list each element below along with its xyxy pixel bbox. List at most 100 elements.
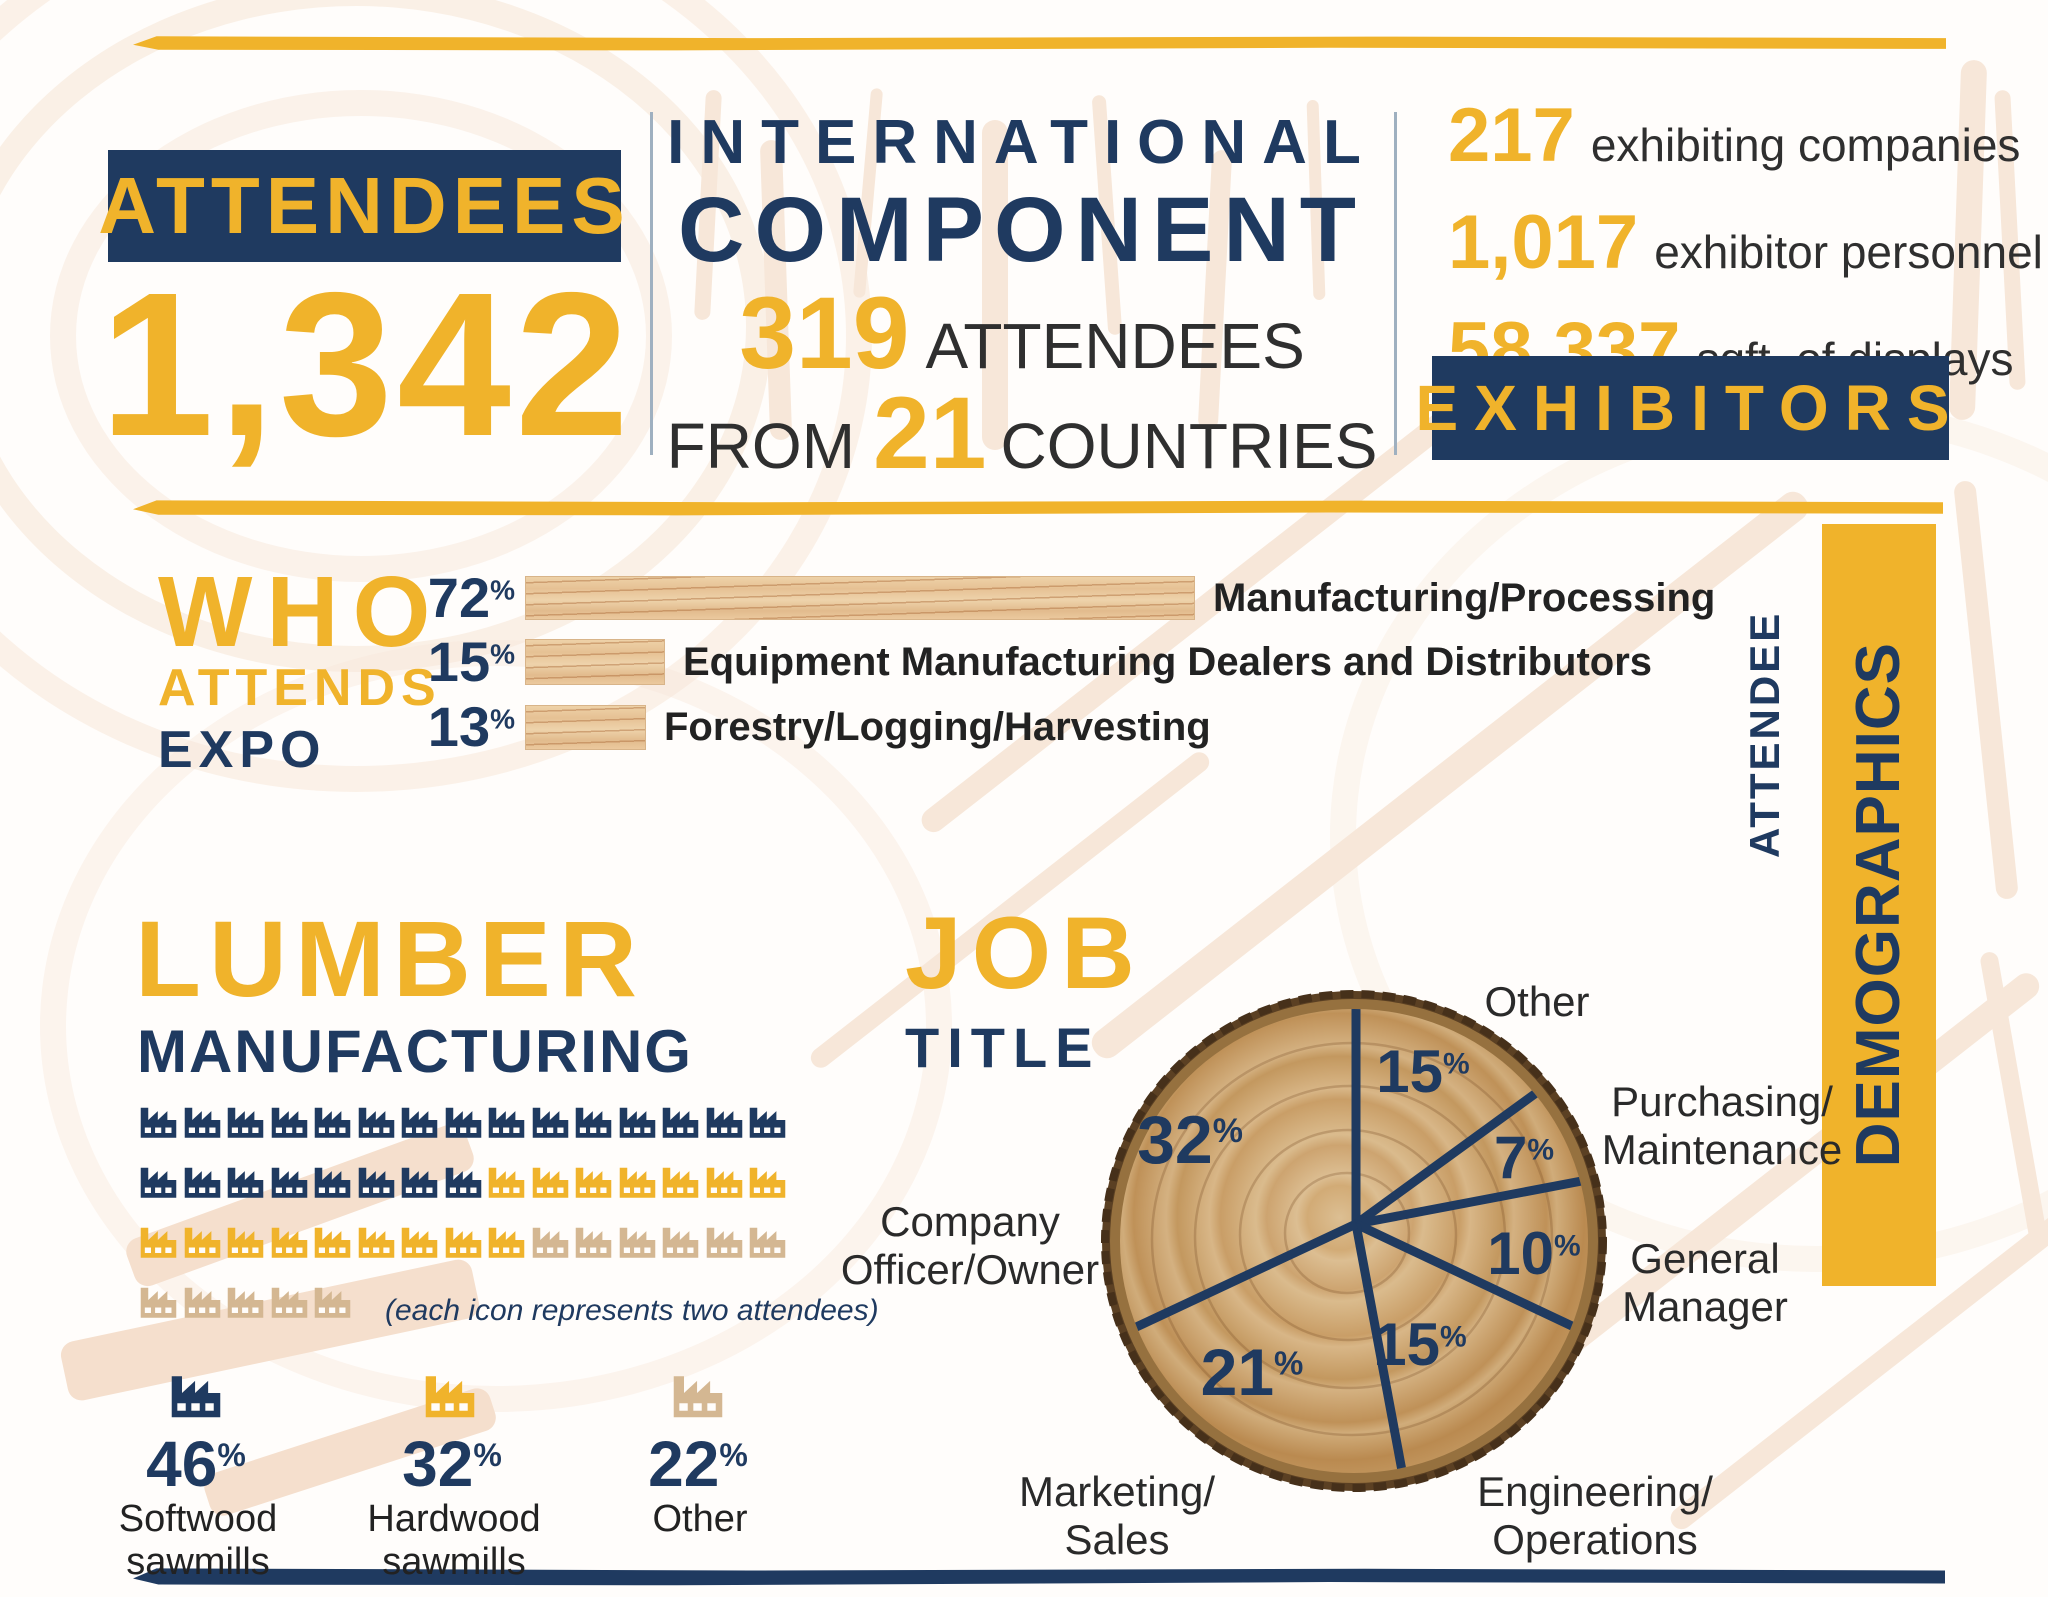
- countries-value: 21: [873, 376, 987, 490]
- factory-icon: [488, 1227, 525, 1258]
- from-word: FROM: [666, 410, 856, 482]
- job-title-line2: TITLE: [905, 1016, 1101, 1079]
- factory-icon: [749, 1107, 786, 1138]
- pie-value-general-manager: 10%: [1487, 1220, 1581, 1287]
- factory-icon: [749, 1167, 786, 1198]
- who-title-line1: WHO: [158, 556, 445, 668]
- factory-icon: [445, 1167, 481, 1198]
- who-bar-row: 15% Equipment Manufacturing Dealers and …: [360, 634, 1652, 690]
- factory-icon: [358, 1107, 394, 1138]
- pie-value-purchasing: 7%: [1493, 1124, 1555, 1191]
- factory-icon-row: [138, 1280, 791, 1320]
- factory-icon: [401, 1167, 438, 1198]
- factory-icon: [358, 1227, 394, 1258]
- factory-icon: [749, 1227, 786, 1258]
- factory-icon: [314, 1227, 351, 1258]
- who-bar: [525, 576, 1195, 620]
- who-title-line3: EXPO: [158, 721, 327, 779]
- factory-icon-row: [138, 1160, 791, 1200]
- factory-icon: [532, 1227, 568, 1258]
- factory-icon: [488, 1167, 525, 1198]
- factory-icon: [227, 1287, 264, 1318]
- factory-icon: [619, 1227, 655, 1258]
- factory-icon: [184, 1107, 220, 1138]
- legend-value-softwood: 46%: [146, 1428, 246, 1500]
- legend-label-softwood: Softwood sawmills: [118, 1498, 278, 1583]
- factory-icon: [401, 1107, 438, 1138]
- exhibitor-stat-label: exhibitor personnel: [1654, 226, 2043, 278]
- legend-value-other: 22%: [648, 1428, 748, 1500]
- attendees-banner: ATTENDEES: [98, 150, 625, 262]
- who-bar-label: Equipment Manufacturing Dealers and Dist…: [683, 639, 1653, 684]
- factory-grid: [138, 1100, 791, 1340]
- factory-icon: [140, 1107, 177, 1138]
- factory-icon: [140, 1287, 177, 1318]
- factory-icon: [662, 1167, 699, 1198]
- factory-icon: [140, 1227, 177, 1258]
- factory-icon-row: [138, 1220, 791, 1260]
- sidebar-demographics-banner: DEMOGRAPHICS: [1822, 524, 1936, 1286]
- factory-icon: [575, 1167, 612, 1198]
- legend-icon-softwood: [168, 1368, 227, 1418]
- bottom-divider: [133, 1568, 1945, 1586]
- sidebar-demographics-label: DEMOGRAPHICS: [1844, 642, 1913, 1168]
- factory-icon: [184, 1227, 220, 1258]
- who-bar-value: 72%: [427, 566, 515, 629]
- attendees-banner-label: ATTENDEES: [98, 161, 631, 250]
- top-divider: [133, 36, 1946, 51]
- pie-label-company-officer: Company Officer/Owner: [840, 1198, 1100, 1293]
- exhibitor-stat-value: 217: [1448, 93, 1575, 178]
- factory-icon: [271, 1227, 307, 1258]
- job-title-line1: JOB: [905, 896, 1145, 1010]
- lumber-title-line1: LUMBER: [135, 898, 645, 1019]
- factory-icon: [662, 1227, 699, 1258]
- factory-icon: [662, 1107, 699, 1138]
- who-bar: [525, 639, 665, 685]
- mid-divider: [133, 500, 1943, 516]
- who-bar-label: Forestry/Logging/Harvesting: [664, 704, 1211, 749]
- exhibitor-stat-row: 1,017 exhibitor personnel: [1448, 205, 2043, 281]
- international-countries-row: FROM 21 COUNTRIES: [660, 382, 1384, 484]
- international-title-line2: COMPONENT: [678, 179, 1366, 281]
- pie-value-company-officer: 32%: [1137, 1102, 1243, 1178]
- pie-label-marketing: Marketing/Sales: [1018, 1468, 1216, 1563]
- factory-icon: [271, 1107, 307, 1138]
- factory-icon: [401, 1227, 438, 1258]
- factory-icon: [227, 1167, 264, 1198]
- pie-label-general-manager: General Manager: [1622, 1235, 1788, 1330]
- factory-icon: [184, 1167, 220, 1198]
- who-bar-value: 15%: [427, 630, 515, 693]
- factory-icon: [445, 1227, 481, 1258]
- factory-icon: [184, 1287, 220, 1318]
- factory-icon: [532, 1107, 568, 1138]
- factory-icon: [706, 1227, 742, 1258]
- factory-icon: [140, 1167, 177, 1198]
- factory-icon: [706, 1167, 742, 1198]
- factory-icon: [358, 1167, 394, 1198]
- log-pie-chart: [1101, 990, 1607, 1492]
- factory-icon: [445, 1107, 481, 1138]
- countries-word: COUNTRIES: [1000, 410, 1378, 482]
- who-bar-row: 72% Manufacturing/Processing: [360, 566, 1716, 629]
- pie-value-other: 15%: [1376, 1038, 1470, 1105]
- international-attendees-row: 319 ATTENDEES: [660, 282, 1384, 384]
- factory-icon: [619, 1167, 655, 1198]
- international-title-line1: INTERNATIONAL: [667, 108, 1377, 177]
- pie-label-engineering: Engineering/Operations: [1477, 1468, 1713, 1563]
- factory-icon: [314, 1167, 351, 1198]
- legend-icon-hardwood: [422, 1368, 481, 1418]
- who-bar-row: 13% Forestry/Logging/Harvesting: [360, 699, 1211, 755]
- legend-label-hardwood: Hardwood sawmills: [367, 1498, 541, 1583]
- exhibitor-stat-label: exhibiting companies: [1590, 119, 2021, 171]
- factory-icon: [488, 1107, 525, 1138]
- factory-icon: [227, 1107, 264, 1138]
- factory-icon: [575, 1107, 612, 1138]
- factory-icon: [314, 1107, 351, 1138]
- section-divider-right: [1394, 112, 1397, 455]
- pie-value-marketing: 21%: [1200, 1335, 1304, 1409]
- section-divider-left: [650, 112, 653, 455]
- exhibitors-banner-label: EXHIBITORS: [1415, 372, 1966, 444]
- international-attendees-value: 319: [739, 276, 910, 390]
- factory-icon: [673, 1376, 723, 1418]
